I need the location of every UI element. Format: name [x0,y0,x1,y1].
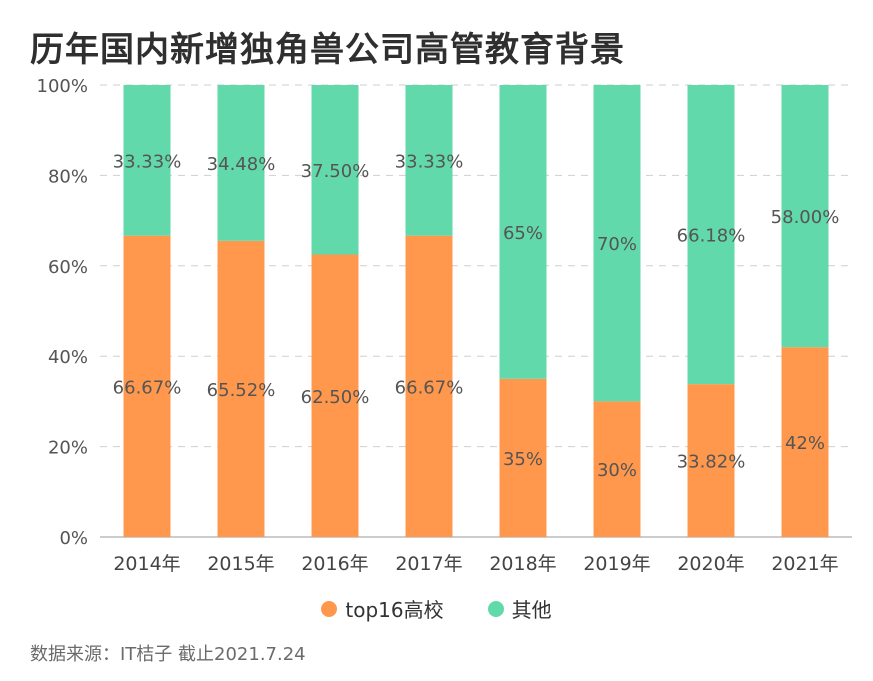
y-tick-label: 80% [48,166,88,187]
x-tick-label: 2020年 [677,553,744,575]
bar-segment-top16 [593,401,641,537]
bar-segment-top16 [123,235,171,537]
x-tick-label: 2014年 [113,553,180,575]
data-label-other: 70% [597,234,637,255]
bar-segment-other [405,85,453,236]
data-label-other: 65% [503,223,543,244]
y-tick-label: 40% [48,347,88,368]
bar-segment-other [217,85,265,241]
legend-swatch-other [487,600,504,617]
x-tick-label: 2021年 [771,553,838,575]
data-source-note: 数据来源：IT桔子 截止2021.7.24 [30,644,306,665]
data-label-top16: 33.82% [677,452,746,473]
data-label-other: 66.18% [677,226,746,247]
data-label-top16: 42% [785,433,825,454]
y-tick-label: 60% [48,257,88,278]
data-label-top16: 65.52% [207,380,276,401]
data-label-other: 58.00% [771,207,840,228]
legend-item-top16[interactable]: top16高校 [321,594,444,623]
bar-segment-other [311,85,359,255]
x-tick-label: 2019年 [583,553,650,575]
data-label-other: 33.33% [113,151,182,172]
x-tick-label: 2015年 [207,553,274,575]
y-tick-label: 100% [37,76,88,97]
bar-segment-top16 [311,254,359,537]
data-label-other: 34.48% [207,154,276,175]
data-label-top16: 30% [597,460,637,481]
legend-label-other: 其他 [511,598,552,622]
data-label-other: 33.33% [395,151,464,172]
x-tick-label: 2017年 [395,553,462,575]
bar-segment-top16 [217,240,265,537]
bar-segment-other [593,85,641,402]
legend-item-other[interactable]: 其他 [487,594,552,623]
data-label-other: 37.50% [301,161,370,182]
legend-label-top16: top16高校 [345,598,444,622]
bar-segment-top16 [687,384,735,537]
legend: top16高校 其他 [0,594,873,623]
data-label-top16: 66.67% [395,377,464,398]
data-label-top16: 66.67% [113,377,182,398]
bar-segment-other [123,85,171,236]
bar-segment-other [499,85,547,379]
x-tick-label: 2018年 [489,553,556,575]
bar-segment-top16 [405,235,453,537]
data-label-top16: 62.50% [301,387,370,408]
y-tick-label: 0% [59,528,88,549]
legend-swatch-top16 [321,600,338,617]
bar-segment-top16 [781,347,829,537]
x-tick-label: 2016年 [301,553,368,575]
chart-title: 历年国内新增独角兽公司高管教育背景 [30,30,625,70]
y-tick-label: 20% [48,438,88,459]
bar-segment-other [781,85,829,348]
bar-segment-top16 [499,378,547,537]
data-label-top16: 35% [503,449,543,470]
bar-segment-other [687,85,735,385]
